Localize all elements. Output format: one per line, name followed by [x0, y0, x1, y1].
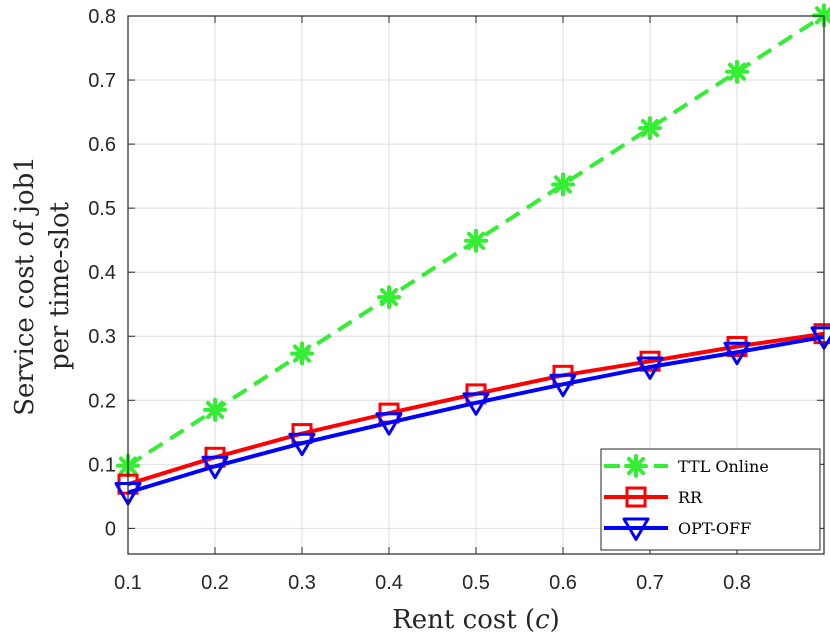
y-tick-label: 0.2	[88, 390, 116, 412]
y-tick-label: 0.3	[88, 326, 116, 348]
y-tick-label: 0.6	[88, 134, 116, 156]
x-tick-label: 0.4	[375, 572, 403, 594]
data-point	[812, 3, 830, 28]
y-tick-label: 0.5	[88, 198, 116, 220]
x-axis-title: Rent cost (c)	[392, 605, 560, 635]
x-tick-label: 0.5	[462, 572, 490, 594]
y-tick-label: 0.7	[88, 70, 116, 92]
y-tick-label: 0	[105, 518, 116, 540]
data-point	[464, 228, 488, 253]
plot-area-border	[127, 15, 825, 555]
y-tick-label: 0.1	[88, 454, 116, 476]
data-point	[638, 116, 662, 141]
legend-marker	[622, 517, 650, 541]
legend-entry: OPT-OFF	[604, 517, 751, 541]
data-point	[462, 392, 490, 416]
data-point	[290, 341, 314, 366]
series-line	[127, 334, 825, 495]
y-tick-label: 0.8	[88, 6, 116, 28]
legend-label: RR	[678, 488, 703, 507]
legend-marker	[624, 454, 648, 478]
x-tick-labels: 0.1 0.2 0.3 0.4 0.5 0.6 0.7 0.8	[114, 572, 751, 594]
y-axis-title-line1: Service cost of job1	[10, 156, 40, 416]
legend-label: TTL Online	[678, 457, 769, 476]
data-point	[549, 373, 577, 398]
legend: TTL Online RR OPT-OFF	[600, 448, 821, 551]
legend-entries: TTL Online RR OPT-OFF	[604, 454, 769, 541]
data-point	[203, 397, 227, 422]
series-ttl-online	[116, 3, 830, 478]
x-tick-label: 0.8	[723, 572, 751, 594]
data-point	[723, 341, 751, 366]
data-point	[725, 59, 749, 84]
x-tick-label: 0.3	[288, 572, 316, 594]
y-axis-title: Service cost of job1 per time-slot	[10, 156, 75, 416]
y-axis-title-line2: per time-slot	[45, 201, 75, 370]
legend-marker	[625, 486, 647, 508]
x-tick-label: 0.1	[114, 572, 142, 594]
x-tick-label: 0.6	[549, 572, 577, 594]
data-point	[377, 285, 401, 310]
x-tick-label: 0.2	[201, 572, 229, 594]
data-point	[375, 412, 403, 436]
data-point	[288, 432, 316, 457]
data-point	[551, 172, 575, 197]
series-layer	[114, 3, 830, 506]
data-point	[201, 455, 229, 480]
y-tick-labels: 0 0.1 0.2 0.3 0.4 0.5 0.6 0.7 0.8	[88, 6, 116, 540]
data-point	[636, 356, 664, 380]
x-tick-label: 0.7	[636, 572, 664, 594]
legend-label: OPT-OFF	[678, 519, 751, 538]
legend-entry: TTL Online	[604, 454, 769, 478]
legend-entry: RR	[604, 486, 703, 508]
y-tick-label: 0.4	[88, 262, 116, 284]
